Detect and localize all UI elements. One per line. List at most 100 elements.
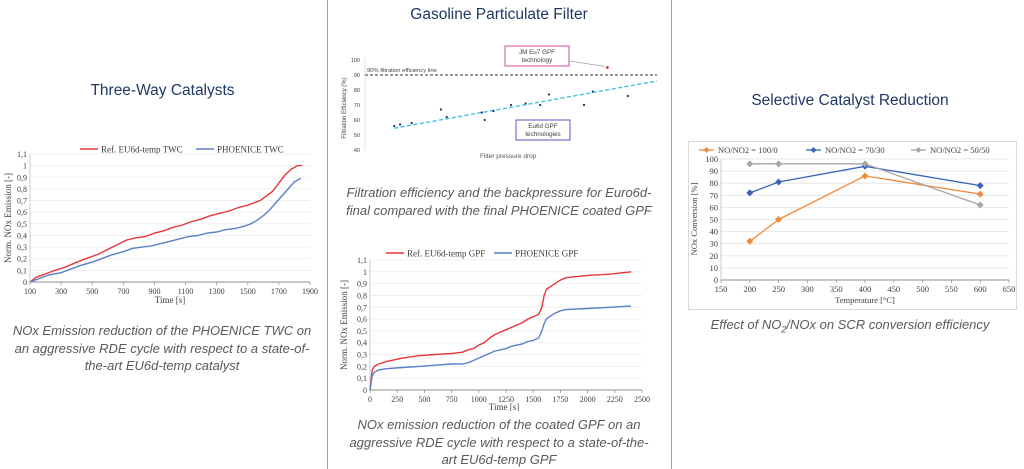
gpf-scatter-y-tick-label: 70 bbox=[354, 103, 360, 109]
scr-series-0-marker bbox=[746, 237, 754, 245]
gpf-scatter-point-0 bbox=[398, 123, 402, 126]
gpf-scatter-point-0 bbox=[524, 102, 527, 105]
scr-caption-post: /NOx on SCR conversion efficiency bbox=[786, 317, 990, 332]
scr-x-tick-label: 650 bbox=[1003, 284, 1016, 294]
scr-legend-marker-50-50 bbox=[915, 147, 922, 153]
twc-caption-line-2: an aggressive RDE cycle with respect to … bbox=[14, 340, 310, 356]
twc-y-tick-label: 0,8 bbox=[17, 185, 27, 194]
gpf-annotation-jm-line-2: technology bbox=[522, 57, 553, 64]
gpf_rde-y-tick-label: 0,1 bbox=[357, 374, 367, 383]
gpf-scatter-point-0 bbox=[480, 111, 483, 114]
scr-series-1-marker bbox=[746, 189, 754, 197]
scr-caption: Effect of NO2/NOx on SCR conversion effi… bbox=[690, 316, 1010, 339]
gpf-scatter-point-0 bbox=[591, 90, 594, 93]
gpf-annotation-jm-box bbox=[504, 45, 570, 67]
twc-x-tick-label: 500 bbox=[86, 287, 98, 296]
scr-x-tick-label: 600 bbox=[974, 284, 987, 294]
scr-y-tick-label: 0 bbox=[714, 275, 718, 285]
scr-series-2-marker bbox=[775, 160, 783, 168]
panel-divider-right bbox=[671, 0, 672, 469]
gpf_rde-y-tick-label: 0 bbox=[363, 386, 367, 395]
twc-x-tick-label: 1700 bbox=[271, 287, 287, 296]
scr-y-tick-label: 30 bbox=[710, 239, 719, 249]
twc-caption-line-1: NOx Emission reduction of the PHOENICE T… bbox=[12, 323, 312, 338]
gpf-annotation-eu6d-line-2: technologies bbox=[525, 131, 560, 138]
scr-series-line-1 bbox=[749, 165, 981, 194]
gpf-scatter-point-0 bbox=[626, 94, 629, 98]
scr-series-2-marker bbox=[861, 160, 869, 168]
twc-series-line-1 bbox=[29, 177, 302, 283]
gpf_rde-x-tick-label: 2000 bbox=[580, 395, 596, 404]
scr-series-0-marker bbox=[976, 190, 984, 198]
scr-yaxis-title: NOx Conversion [%] bbox=[689, 182, 699, 255]
gpf-caption-1-line-1: Filtration efficiency and the backpressu… bbox=[346, 185, 652, 200]
gpf_rde-x-tick-label: 2500 bbox=[634, 395, 650, 404]
twc-y-tick-label: 0,6 bbox=[17, 208, 27, 217]
gpf_rde-x-tick-label: 500 bbox=[418, 395, 430, 404]
scr-x-tick-label: 450 bbox=[887, 284, 900, 294]
twc-caption: NOx Emission reduction of the PHOENICE T… bbox=[12, 322, 312, 375]
twc-x-tick-label: 100 bbox=[24, 287, 36, 296]
gpf-scatter-point-0 bbox=[539, 103, 542, 107]
scr-chart: NO/NO2 = 100/0 NO/NO2 = 70/30 NO/NO2 = 5… bbox=[689, 145, 1016, 305]
scr-y-tick-label: 70 bbox=[710, 190, 719, 200]
twc-legend-label-ref: Ref. EU6d-temp TWC bbox=[101, 145, 183, 155]
gpf_rde-y-tick-label: 1 bbox=[363, 268, 367, 277]
scr-xaxis-title: Temperature [°C] bbox=[835, 295, 895, 305]
gpf-scatter-point-0 bbox=[483, 118, 486, 122]
twc-x-tick-label: 1100 bbox=[178, 287, 194, 296]
twc-x-tick-label: 900 bbox=[148, 287, 160, 296]
gpf-annotation-eu6d-line-1: Eu6d GPF bbox=[528, 123, 558, 130]
gpf-scatter-y-tick-label: 100 bbox=[351, 58, 360, 64]
gpf-scatter-y-tick-label: 90 bbox=[354, 73, 360, 79]
gpf-reference-line-label: 90% filtration efficiency line bbox=[367, 68, 437, 74]
gpf_rde-y-tick-label: 0,9 bbox=[357, 280, 367, 289]
scr-caption-pre: Effect of NO bbox=[710, 317, 782, 332]
gpf-caption-2-line-1: NOx emission reduction of the coated GPF… bbox=[357, 417, 641, 432]
twc-panel-title: Three-Way Catalysts bbox=[90, 82, 235, 99]
twc-y-tick-label: 0,5 bbox=[17, 220, 27, 229]
gpf-legend: Ref. EU6d-temp GPF PHOENICE GPF bbox=[386, 249, 578, 259]
scr-y-tick-label: 50 bbox=[710, 215, 719, 225]
scr-x-tick-label: 350 bbox=[830, 284, 843, 294]
scr-y-tick-label: 90 bbox=[710, 166, 719, 176]
gpf_rde-x-tick-label: 2250 bbox=[607, 395, 623, 404]
scr-legend-marker-100-0 bbox=[703, 147, 710, 153]
gpf-panel-title: Gasoline Particulate Filter bbox=[410, 6, 588, 23]
gpf_rde-x-tick-label: 0 bbox=[368, 395, 372, 404]
scr-caption-sub: 2 bbox=[781, 324, 787, 335]
gpf-scatter-point-0 bbox=[492, 109, 495, 113]
scr-x-tick-label: 500 bbox=[916, 284, 929, 294]
gpf_rde-y-tick-label: 0,7 bbox=[357, 303, 367, 312]
scr-x-tick-label: 300 bbox=[801, 284, 814, 294]
scr-y-tick-label: 60 bbox=[710, 202, 719, 212]
gpf_rde-series-line-0 bbox=[369, 271, 632, 391]
scr-y-tick-label: 100 bbox=[705, 154, 718, 164]
twc-y-tick-label: 1 bbox=[23, 162, 27, 171]
gpf_rde-x-tick-label: 750 bbox=[446, 395, 458, 404]
twc-y-tick-label: 0,9 bbox=[17, 173, 27, 182]
scr-series-0-marker bbox=[775, 216, 783, 223]
gpf-rde-yaxis-title: Norm. NOx Emission [-] bbox=[339, 280, 349, 370]
gpf-scatter-chart: Filtration Efficiency (%) 40 50 60 70 80 90 10… bbox=[342, 45, 658, 152]
twc-chart: Ref. EU6d-temp TWC PHOENICE TWC 0 0,1 0,2 0… bbox=[3, 145, 318, 306]
twc-y-tick-label: 0,7 bbox=[17, 197, 27, 206]
scr-series-1-marker bbox=[775, 178, 783, 186]
scr-y-tick-label: 20 bbox=[710, 251, 719, 261]
scr-x-tick-label: 150 bbox=[715, 284, 728, 294]
gpf_rde-series-line-1 bbox=[369, 305, 632, 391]
scr-x-tick-label: 400 bbox=[859, 284, 872, 294]
gpf_rde-y-tick-label: 0,8 bbox=[357, 291, 367, 300]
gpf-scatter-y-tick-label: 40 bbox=[354, 148, 360, 152]
twc-x-tick-label: 1900 bbox=[302, 287, 318, 296]
gpf-caption-2: NOx emission reduction of the coated GPF… bbox=[333, 416, 665, 469]
scr-legend-label-100-0: NO/NO2 = 100/0 bbox=[718, 145, 778, 155]
gpf-caption-2-line-3: art EU6d-temp GPF bbox=[441, 452, 557, 467]
gpf-scatter-y-tick-label: 60 bbox=[354, 118, 360, 124]
twc-y-tick-label: 0,4 bbox=[17, 231, 27, 240]
gpf-trendline bbox=[394, 80, 658, 129]
scr-y-tick-label: 80 bbox=[710, 178, 719, 188]
twc-y-tick-label: 0,1 bbox=[17, 266, 27, 275]
scr-legend-marker-70-30 bbox=[810, 147, 817, 153]
gpf-annotation-eu6d-box bbox=[515, 119, 571, 141]
